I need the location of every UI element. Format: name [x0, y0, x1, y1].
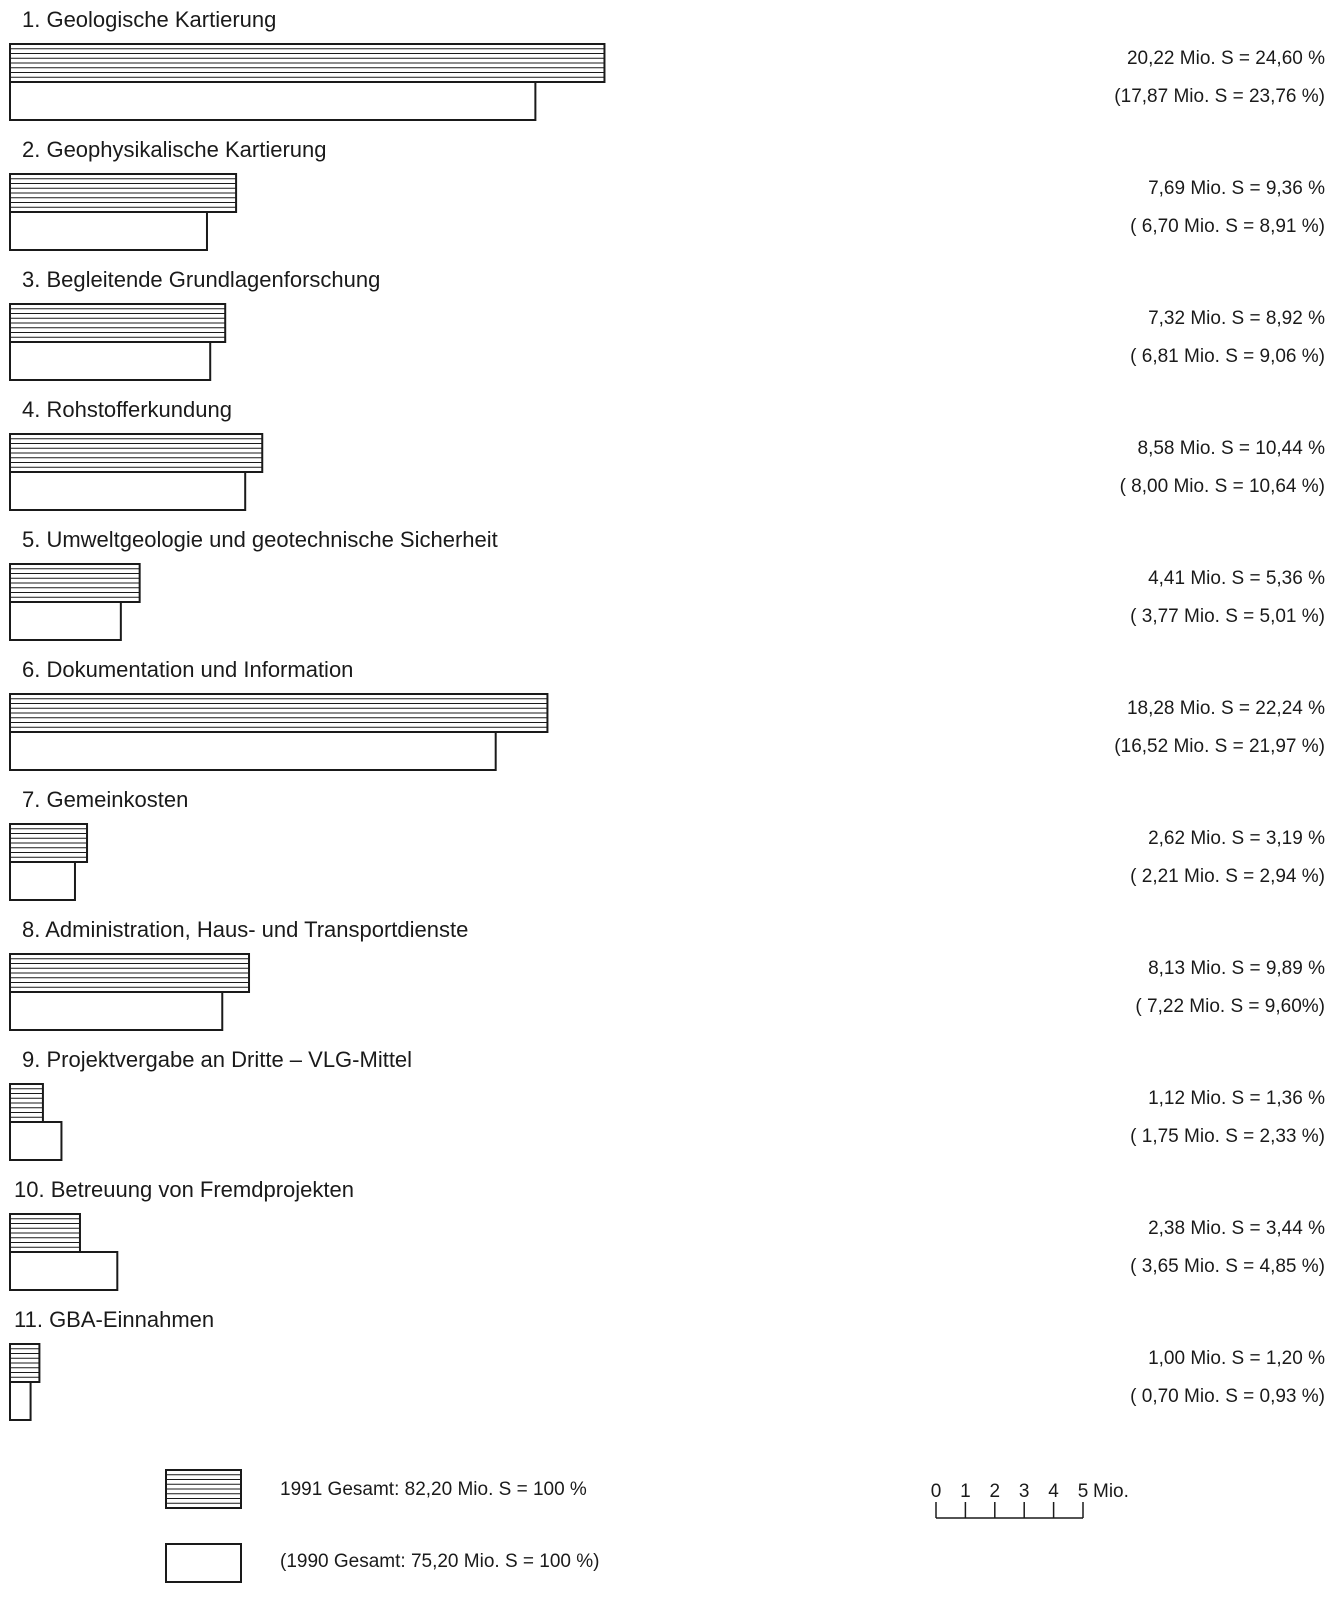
bar-1990	[9, 1381, 32, 1421]
bar-1990	[9, 1251, 119, 1291]
bar-1991	[9, 303, 227, 343]
value-label-1990: (17,87 Mio. S = 23,76 %)	[1114, 86, 1325, 107]
bar-1990	[9, 471, 247, 511]
bar-1990	[9, 991, 224, 1031]
bar-1990	[9, 861, 76, 901]
bar-1991	[9, 823, 89, 863]
value-label-1991: 8,13 Mio. S = 9,89 %	[1148, 958, 1325, 979]
legend-swatch-1990	[165, 1543, 242, 1583]
legend-label-1991: 1991 Gesamt: 82,20 Mio. S = 100 %	[280, 1479, 587, 1500]
value-label-1990: ( 0,70 Mio. S = 0,93 %)	[1130, 1386, 1325, 1407]
bar-1990	[9, 1121, 63, 1161]
value-label-1990: ( 2,21 Mio. S = 2,94 %)	[1130, 866, 1325, 887]
category-label: 5. Umweltgeologie und geotechnische Sich…	[22, 527, 498, 552]
value-label-1990: ( 8,00 Mio. S = 10,64 %)	[1120, 476, 1325, 497]
category-label: 11. GBA-Einnahmen	[14, 1307, 214, 1332]
value-label-1991: 8,58 Mio. S = 10,44 %	[1138, 438, 1326, 459]
scale-tick-label: 5	[1078, 1481, 1089, 1502]
bar-1991	[9, 563, 141, 603]
bar-1990	[9, 211, 208, 251]
bar-1990	[9, 81, 537, 121]
value-label-1990: (16,52 Mio. S = 21,97 %)	[1114, 736, 1325, 757]
category-label: 7. Gemeinkosten	[22, 787, 188, 812]
category-label: 6. Dokumentation und Information	[22, 657, 353, 682]
bar-1991	[9, 953, 251, 993]
value-label-1990: ( 3,77 Mio. S = 5,01 %)	[1130, 606, 1325, 627]
bar-1991	[9, 1213, 81, 1253]
scale-tick-label: 2	[990, 1481, 1001, 1502]
legend-label-1990: (1990 Gesamt: 75,20 Mio. S = 100 %)	[280, 1551, 599, 1572]
value-label-1991: 20,22 Mio. S = 24,60 %	[1127, 48, 1325, 69]
category-label: 2. Geophysikalische Kartierung	[22, 137, 327, 162]
category-label: 1. Geologische Kartierung	[22, 7, 276, 32]
value-label-1991: 18,28 Mio. S = 22,24 %	[1127, 698, 1325, 719]
scale-tick-label: 1	[960, 1481, 971, 1502]
value-label-1991: 2,38 Mio. S = 3,44 %	[1148, 1218, 1325, 1239]
value-label-1991: 2,62 Mio. S = 3,19 %	[1148, 828, 1325, 849]
legend-swatch-1991	[165, 1469, 242, 1509]
value-label-1990: ( 7,22 Mio. S = 9,60%)	[1135, 996, 1325, 1017]
value-label-1990: ( 1,75 Mio. S = 2,33 %)	[1130, 1126, 1325, 1147]
category-label: 10. Betreuung von Fremdprojekten	[14, 1177, 354, 1202]
bar-1990	[9, 731, 497, 771]
value-label-1991: 4,41 Mio. S = 5,36 %	[1148, 568, 1325, 589]
bar-1991	[9, 433, 264, 473]
value-label-1990: ( 6,70 Mio. S = 8,91 %)	[1130, 216, 1325, 237]
value-label-1990: ( 6,81 Mio. S = 9,06 %)	[1130, 346, 1325, 367]
scale-tick-label: 0	[931, 1481, 942, 1502]
value-label-1991: 7,69 Mio. S = 9,36 %	[1148, 178, 1325, 199]
category-label: 8. Administration, Haus- und Transportdi…	[22, 917, 468, 942]
value-label-1990: ( 3,65 Mio. S = 4,85 %)	[1130, 1256, 1325, 1277]
value-label-1991: 1,12 Mio. S = 1,36 %	[1148, 1088, 1325, 1109]
scale-tick-label: 4	[1048, 1481, 1059, 1502]
category-label: 9. Projektvergabe an Dritte – VLG-Mittel	[22, 1047, 412, 1072]
scale-tick-label: 3	[1019, 1481, 1030, 1502]
bar-1990	[9, 601, 122, 641]
bar-1990	[9, 341, 212, 381]
value-label-1991: 1,00 Mio. S = 1,20 %	[1148, 1348, 1325, 1369]
category-label: 3. Begleitende Grundlagenforschung	[22, 267, 380, 292]
category-label: 4. Rohstofferkundung	[22, 397, 232, 422]
value-label-1991: 7,32 Mio. S = 8,92 %	[1148, 308, 1325, 329]
bar-1991	[9, 693, 549, 733]
bar-1991	[9, 43, 606, 83]
bar-1991	[9, 173, 238, 213]
scale-unit-label: Mio.	[1093, 1481, 1129, 1502]
bar-1991	[9, 1343, 41, 1383]
bar-1991	[9, 1083, 44, 1123]
